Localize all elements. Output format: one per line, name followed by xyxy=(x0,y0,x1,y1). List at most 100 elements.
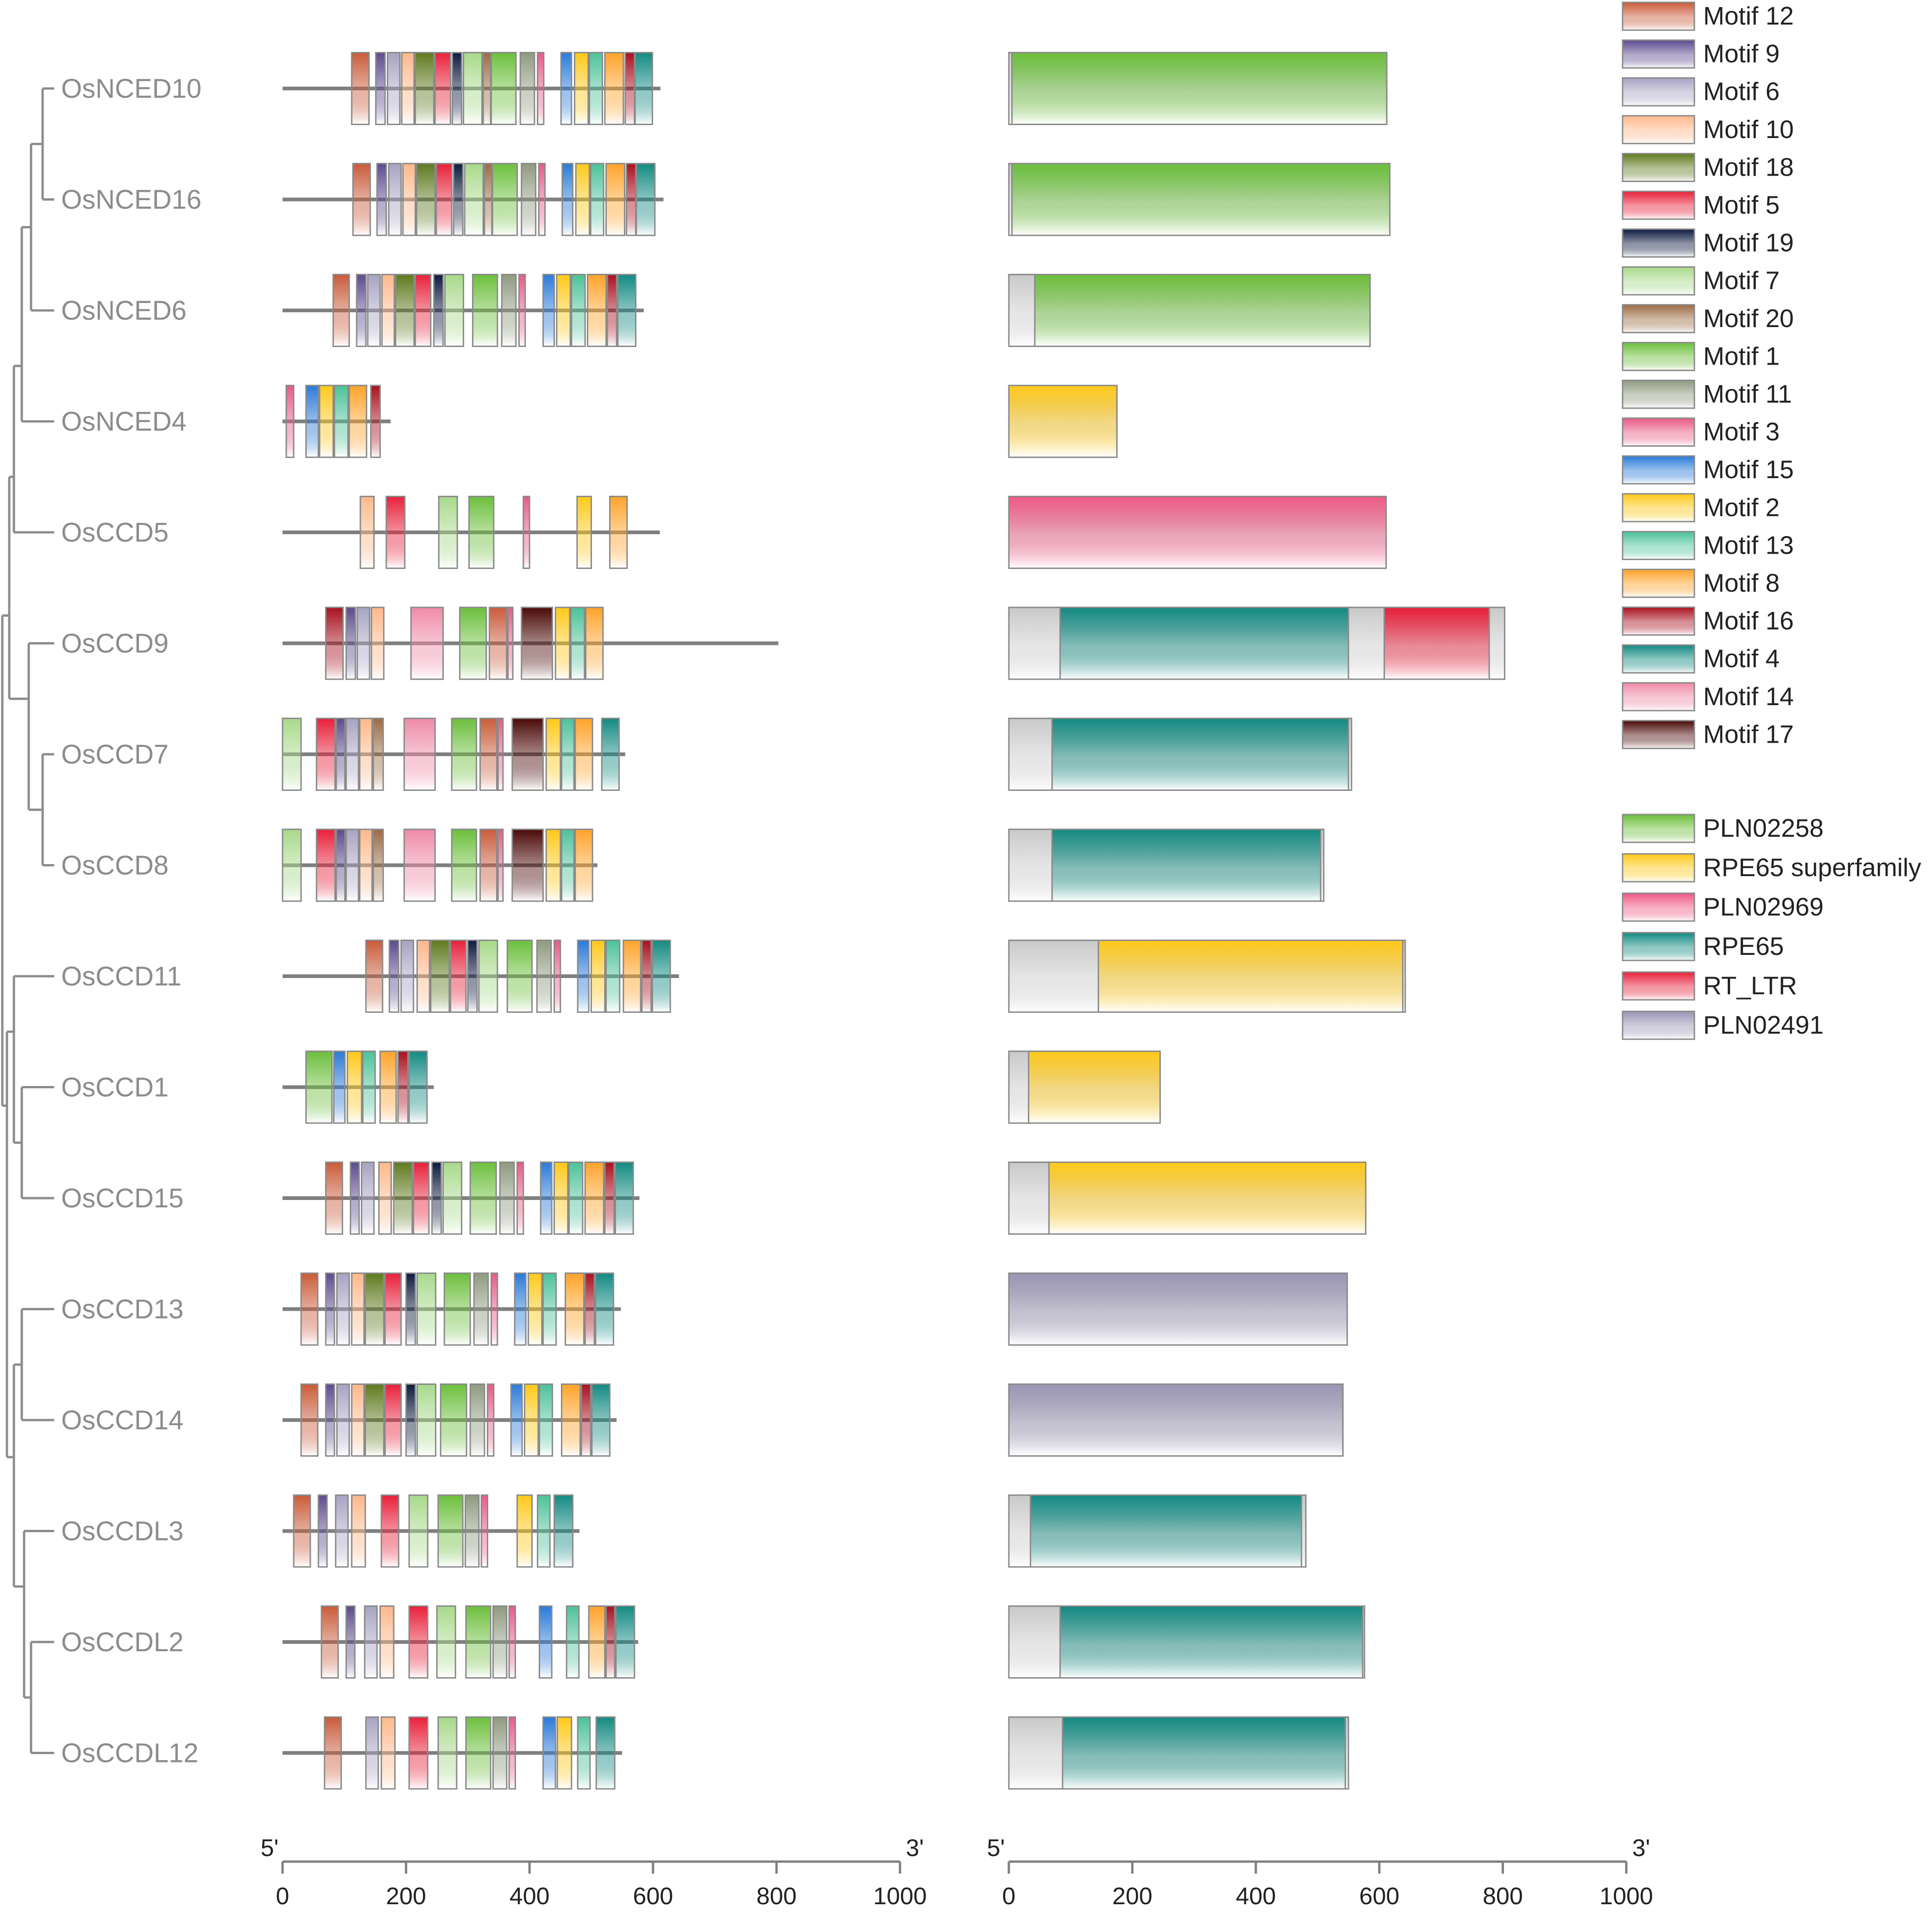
motif-motif-2 xyxy=(575,163,591,236)
axis-tick-label: 400 xyxy=(1236,1883,1276,1910)
motif-motif-13 xyxy=(590,163,604,236)
motif-motif-2 xyxy=(346,1050,363,1124)
legend-label: Motif 12 xyxy=(1703,1,1794,30)
motif-motif-2 xyxy=(556,1716,573,1790)
legend-item-motif-15: Motif 15 xyxy=(1622,455,1794,485)
legend-swatch xyxy=(1622,493,1695,523)
motif-motif-2 xyxy=(545,828,561,902)
motif-motif-2 xyxy=(516,1494,533,1568)
legend-label: Motif 15 xyxy=(1703,455,1794,484)
gene-label-osnced10: OsNCED10 xyxy=(61,74,201,104)
motif-motif-10 xyxy=(359,718,373,791)
motif-motif-9 xyxy=(345,606,356,680)
motif-motif-6 xyxy=(361,1162,375,1235)
gene-label-osccd8: OsCCD8 xyxy=(61,851,169,881)
domain-row-osnced4 xyxy=(1008,385,1118,458)
gene-label-osccd14: OsCCD14 xyxy=(61,1405,183,1435)
motif-motif-7 xyxy=(437,1716,458,1790)
motif-motif-15 xyxy=(539,1605,553,1679)
motif-motif-15 xyxy=(510,1383,523,1457)
motif-motif-12 xyxy=(332,274,350,347)
motif-motif-8 xyxy=(584,1162,604,1235)
motif-motif-1 xyxy=(305,1050,333,1124)
legend-item-motif-5: Motif 5 xyxy=(1622,190,1780,220)
legend-item-motif-16: Motif 16 xyxy=(1622,606,1794,636)
domain-row-osccd8 xyxy=(1008,828,1325,902)
motif-motif-3 xyxy=(491,1272,498,1346)
motif-row-osccd9 xyxy=(283,606,779,680)
legend-swatch xyxy=(1622,720,1695,749)
legend-swatch xyxy=(1622,814,1695,843)
motif-motif-6 xyxy=(336,1272,350,1346)
motif-motif-15 xyxy=(542,274,555,347)
motif-motif-14 xyxy=(410,606,444,680)
motif-motif-3 xyxy=(538,163,546,236)
motif-motif-9 xyxy=(317,1494,328,1568)
motif-motif-12 xyxy=(479,828,498,902)
legend-label: Motif 8 xyxy=(1703,568,1780,597)
domain-row-osccd13 xyxy=(1008,1272,1348,1346)
motif-motif-13 xyxy=(568,1162,584,1235)
motif-motif-5 xyxy=(450,940,467,1013)
motif-motif-3 xyxy=(285,385,295,458)
motif-motif-13 xyxy=(566,1605,580,1679)
motif-motif-6 xyxy=(336,1383,350,1457)
legend-swatch xyxy=(1622,1010,1695,1040)
motif-row-osccdl12 xyxy=(283,1716,623,1790)
legend-swatch xyxy=(1622,379,1695,409)
motif-motif-19 xyxy=(453,163,464,236)
motif-motif-14 xyxy=(403,828,436,902)
legend-swatch xyxy=(1622,644,1695,674)
domain-pln02258 xyxy=(1011,52,1388,125)
axis-tick-label: 0 xyxy=(1002,1883,1016,1910)
gene-label-osccd15: OsCCD15 xyxy=(61,1183,183,1213)
domain-rpe65 xyxy=(1059,606,1349,680)
motif-motif-19 xyxy=(467,940,478,1013)
motif-motif-7 xyxy=(478,940,498,1013)
motif-motif-5 xyxy=(315,828,336,902)
motif-motif-10 xyxy=(402,163,416,236)
legend-item-motif-14: Motif 14 xyxy=(1622,682,1794,712)
motif-motif-10 xyxy=(359,496,375,569)
motif-row-osnced10 xyxy=(283,52,661,125)
motif-motif-6 xyxy=(387,52,401,125)
motif-motif-18 xyxy=(415,163,436,236)
motif-motif-9 xyxy=(335,718,346,791)
axis-tick-label: 400 xyxy=(510,1883,550,1910)
legend-item-motif-7: Motif 7 xyxy=(1622,266,1780,296)
axis-tick-label: 0 xyxy=(276,1883,289,1910)
motif-motif-16 xyxy=(625,163,636,236)
motif-motif-4 xyxy=(636,163,656,236)
legend-swatch xyxy=(1622,568,1695,598)
motif-motif-8 xyxy=(565,1272,585,1346)
motif-motif-20 xyxy=(484,163,493,236)
motif-motif-7 xyxy=(416,1383,437,1457)
legend-swatch xyxy=(1622,39,1695,69)
motif-motif-16 xyxy=(580,1383,592,1457)
domain-pln02969 xyxy=(1008,496,1387,569)
gene-label-osnced4: OsNCED4 xyxy=(61,407,187,437)
motif-motif-3 xyxy=(487,1383,495,1457)
legend-swatch xyxy=(1622,341,1695,371)
motif-motif-4 xyxy=(614,1162,634,1235)
domain-row-osccdl12 xyxy=(1008,1716,1349,1790)
motif-motif-8 xyxy=(605,163,625,236)
axis-tick-label: 600 xyxy=(633,1883,673,1910)
domain-pln02491 xyxy=(1008,1383,1344,1457)
legend-item-motif-8: Motif 8 xyxy=(1622,568,1780,598)
motif-motif-15 xyxy=(514,1272,527,1346)
motif-motif-16 xyxy=(370,385,381,458)
motif-motif-19 xyxy=(433,274,444,347)
motif-motif-1 xyxy=(437,1494,464,1568)
motif-motif-20 xyxy=(372,828,384,902)
legend-item-motif-4: Motif 4 xyxy=(1622,644,1780,674)
axis-tick-label: 200 xyxy=(386,1883,426,1910)
legend-item-motif-13: Motif 13 xyxy=(1622,530,1794,560)
motif-motif-7 xyxy=(416,1272,437,1346)
motif-motif-2 xyxy=(554,606,571,680)
motif-motif-2 xyxy=(574,52,589,125)
legend-item-pln02969: PLN02969 xyxy=(1622,892,1824,922)
motif-motif-5 xyxy=(385,496,406,569)
motif-motif-7 xyxy=(282,828,302,902)
legend-swatch xyxy=(1622,682,1695,712)
